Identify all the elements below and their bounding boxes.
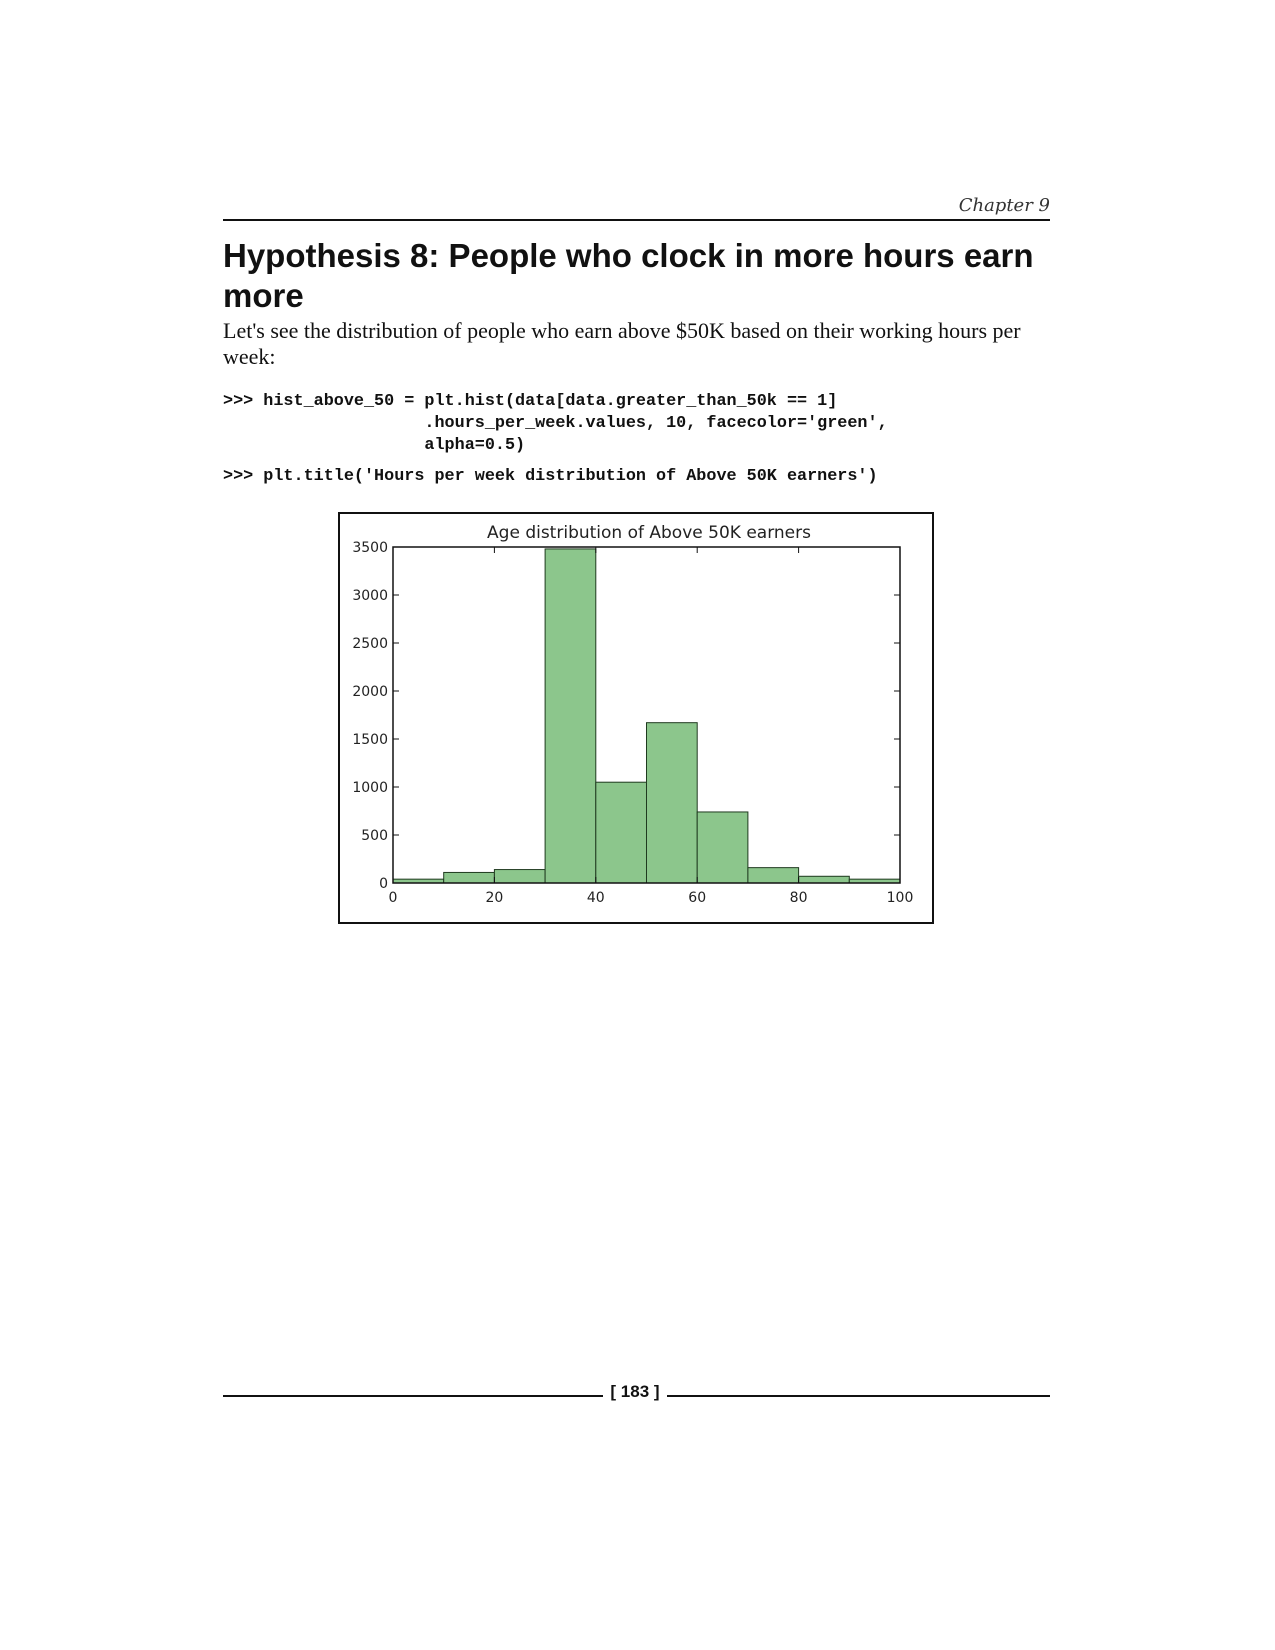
y-tick-label: 2500 [352,636,388,652]
x-tick-label: 40 [587,890,605,906]
histogram-bar [443,871,495,884]
histogram-bar [493,869,546,884]
y-tick-label: 1500 [352,732,388,748]
x-tick-label: 20 [485,890,503,906]
x-tick-label: 100 [887,890,914,906]
histogram-bar [595,781,648,884]
chapter-label: Chapter 9 [958,195,1050,216]
footer-rule-left [223,1395,603,1397]
histogram-bar [747,867,800,884]
y-tick-label: 0 [379,876,388,892]
code-block-hist: >>> hist_above_50 = plt.hist(data[data.g… [223,392,888,455]
x-tick-label: 60 [688,890,706,906]
x-tick-label: 80 [790,890,808,906]
body-paragraph: Let's see the distribution of people who… [223,318,1021,369]
y-tick-label: 3500 [352,540,388,556]
page-number: [ 183 ] [610,1382,660,1401]
histogram-bar [646,722,698,884]
footer-rule-right [667,1395,1050,1397]
histogram-figure: Age distribution of Above 50K earners 0 5… [338,512,934,924]
y-tick-label: 1000 [352,780,388,796]
code-block-title: >>> plt.title('Hours per week distributi… [223,467,878,486]
histogram-chart: Age distribution of Above 50K earners 0 5… [352,523,914,906]
chart-title: Age distribution of Above 50K earners [487,523,811,543]
histogram-bar [696,811,749,884]
section-heading: Hypothesis 8: People who clock in more h… [223,237,1034,314]
x-tick-label: 0 [389,890,398,906]
y-tick-label: 2000 [352,684,388,700]
histogram-bar [798,875,850,884]
histogram-bar [544,548,597,884]
y-tick-label: 3000 [352,588,388,604]
plot-frame [392,546,901,884]
header-rule [223,219,1050,221]
y-tick-label: 500 [361,828,388,844]
